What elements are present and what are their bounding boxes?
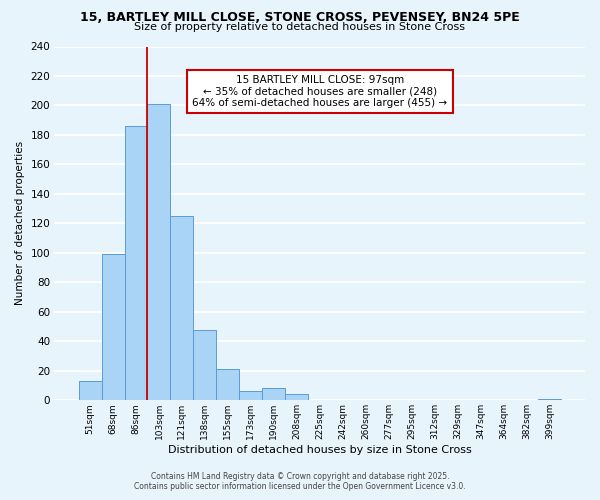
- Bar: [193, 330, 217, 400]
- X-axis label: Distribution of detached houses by size in Stone Cross: Distribution of detached houses by size …: [168, 445, 472, 455]
- Bar: [217, 370, 239, 400]
- Bar: [125, 126, 148, 400]
- Text: 15 BARTLEY MILL CLOSE: 97sqm
← 35% of detached houses are smaller (248)
64% of s: 15 BARTLEY MILL CLOSE: 97sqm ← 35% of de…: [192, 75, 447, 108]
- Text: Contains HM Land Registry data © Crown copyright and database right 2025.
Contai: Contains HM Land Registry data © Crown c…: [134, 472, 466, 491]
- Bar: [148, 104, 170, 401]
- Bar: [538, 399, 561, 400]
- Bar: [239, 392, 262, 400]
- Bar: [262, 388, 285, 400]
- Bar: [170, 216, 193, 400]
- Bar: [285, 394, 308, 400]
- Bar: [79, 381, 101, 400]
- Text: 15, BARTLEY MILL CLOSE, STONE CROSS, PEVENSEY, BN24 5PE: 15, BARTLEY MILL CLOSE, STONE CROSS, PEV…: [80, 11, 520, 24]
- Bar: [101, 254, 125, 400]
- Y-axis label: Number of detached properties: Number of detached properties: [15, 142, 25, 306]
- Text: Size of property relative to detached houses in Stone Cross: Size of property relative to detached ho…: [134, 22, 466, 32]
